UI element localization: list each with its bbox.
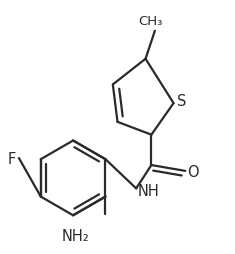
Text: O: O — [188, 164, 199, 179]
Text: CH₃: CH₃ — [138, 15, 162, 28]
Text: F: F — [8, 151, 16, 166]
Text: NH: NH — [138, 183, 160, 198]
Text: NH₂: NH₂ — [62, 228, 89, 243]
Text: S: S — [177, 94, 186, 109]
